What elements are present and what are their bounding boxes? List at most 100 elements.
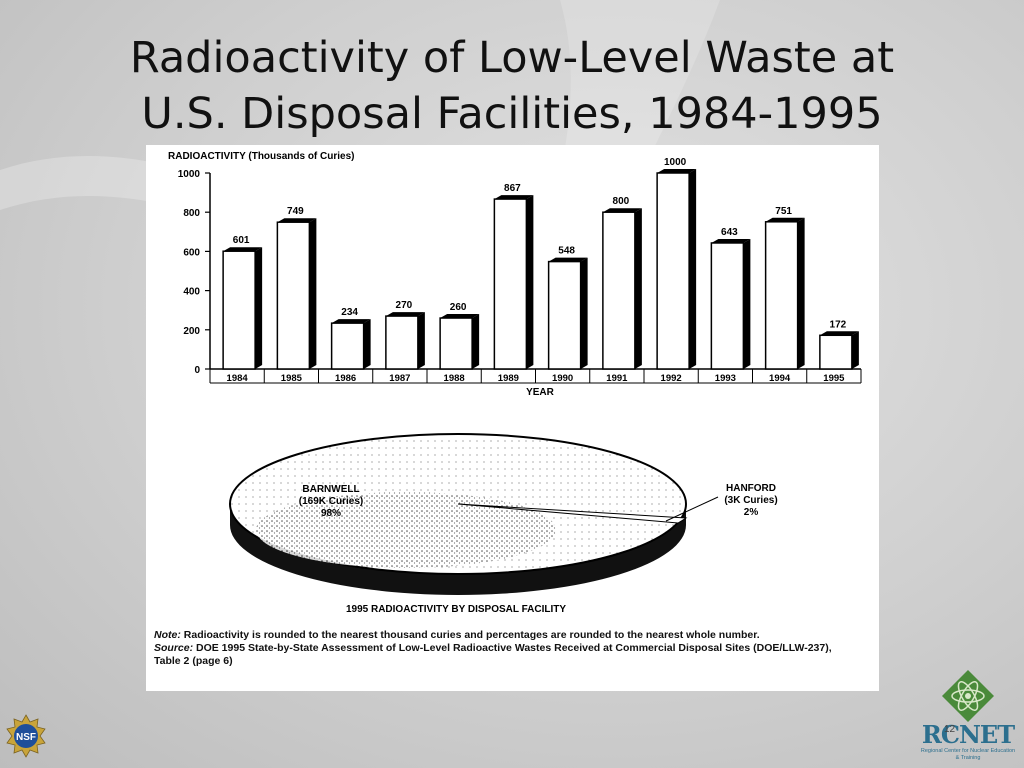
bar-value-label-1995: 172	[830, 319, 847, 330]
x-tick-label-1985: 1985	[281, 373, 303, 384]
bar-value-label-1985: 749	[287, 206, 304, 217]
bar-top-1988	[440, 314, 480, 319]
slide-title-line-2: U.S. Disposal Facilities, 1984-1995	[141, 89, 883, 139]
bar-shadow-1989	[526, 195, 534, 369]
bar-value-label-1986: 234	[341, 307, 358, 318]
footnote: Note: Radioactivity is rounded to the ne…	[154, 629, 844, 668]
bar-top-1987	[385, 312, 425, 317]
source-label: Source:	[154, 642, 194, 654]
bar-value-label-1992: 1000	[664, 157, 687, 168]
x-tick-label-1992: 1992	[661, 373, 682, 384]
y-tick-label: 1000	[178, 169, 201, 180]
bar-value-label-1991: 800	[613, 196, 630, 207]
slide-number: 12	[944, 724, 956, 735]
bar-shadow-1984	[255, 247, 263, 369]
barnwell-percent: 98%	[321, 508, 341, 519]
bar-1995	[819, 334, 853, 370]
x-tick-label-1986: 1986	[335, 373, 356, 384]
note-text: Radioactivity is rounded to the nearest …	[183, 629, 760, 641]
scanned-figure: RADIOACTIVITY (Thousands of Curies) 0 200…	[146, 145, 879, 691]
x-tick-label-1988: 1988	[444, 373, 465, 384]
bar-shadow-1988	[472, 314, 480, 369]
bar-top-1986	[331, 319, 371, 324]
bar-1992	[656, 172, 690, 370]
y-axis-label: RADIOACTIVITY (Thousands of Curies)	[168, 151, 355, 162]
pie-chart	[229, 433, 719, 595]
bar-value-label-1988: 260	[450, 302, 467, 313]
bar-top-1990	[548, 257, 588, 262]
bar-shadow-1992	[689, 169, 697, 369]
note-line: Note: Radioactivity is rounded to the ne…	[154, 629, 844, 642]
x-tick-label-1995: 1995	[823, 373, 845, 384]
barnwell-label: BARNWELL	[302, 484, 359, 495]
bar-top-1993	[711, 238, 751, 243]
bar-1985	[276, 221, 311, 370]
bar-1987	[385, 315, 419, 370]
x-tick-label-1984: 1984	[227, 373, 249, 384]
nsf-logo-text: NSF	[16, 732, 36, 743]
bar-1994	[764, 221, 799, 370]
rcnet-logo: RCNET Regional Center for Nuclear Educat…	[920, 668, 1016, 764]
bar-value-label-1994: 751	[775, 206, 792, 217]
bar-1991	[602, 211, 636, 370]
bar-shadow-1994	[797, 217, 805, 369]
y-tick-label: 600	[183, 247, 200, 258]
rcnet-subtitle: Regional Center for Nuclear Education & …	[920, 748, 1016, 761]
source-text: DOE 1995 State-by-State Assessment of Lo…	[154, 642, 832, 667]
bar-top-1994	[765, 217, 805, 222]
bar-1988	[439, 317, 473, 370]
nsf-logo: NSF	[6, 714, 46, 758]
barnwell-detail: (169K Curies)	[299, 496, 363, 507]
y-tick-label: 200	[183, 326, 200, 337]
source-line: Source: DOE 1995 State-by-State Assessme…	[154, 642, 844, 668]
bar-value-label-1993: 643	[721, 227, 738, 238]
pie-side	[230, 504, 686, 595]
bar-value-label-1984: 601	[233, 235, 250, 246]
pie-chart-title: 1995 RADIOACTIVITY BY DISPOSAL FACILITY	[346, 604, 566, 615]
x-tick-label-1991: 1991	[606, 373, 628, 384]
y-tick-label: 0	[194, 365, 200, 376]
figure-svg: RADIOACTIVITY (Thousands of Curies) 0 200…	[168, 151, 862, 615]
bar-top-1991	[602, 208, 642, 213]
slide-title: Radioactivity of Low-Level Waste at U.S.…	[60, 30, 964, 142]
x-axis-label: YEAR	[526, 387, 555, 398]
hanford-percent: 2%	[744, 507, 759, 518]
bar-top-1989	[494, 195, 534, 200]
hanford-label: HANFORD	[726, 483, 776, 494]
bar-shadow-1993	[743, 238, 751, 369]
bar-top-1984	[223, 247, 263, 252]
bar-top-1992	[657, 169, 697, 173]
nsf-seal-icon: NSF	[6, 714, 46, 758]
bar-1993	[710, 242, 745, 370]
bar-top-1995	[819, 331, 859, 336]
bar-1989	[493, 198, 528, 370]
hanford-leader-line	[665, 496, 719, 522]
x-tick-label-1990: 1990	[552, 373, 573, 384]
bar-1984	[222, 250, 256, 370]
bar-shadow-1986	[363, 319, 371, 369]
pie-slice-hanford	[457, 503, 688, 524]
bar-shadow-1995	[851, 331, 859, 369]
bar-value-label-1987: 270	[396, 300, 413, 311]
bar-1986	[330, 322, 365, 370]
rcnet-wordmark: RCNET	[921, 720, 1015, 749]
note-label: Note:	[154, 629, 181, 641]
hanford-detail: (3K Curies)	[724, 495, 777, 506]
x-tick-label-1989: 1989	[498, 373, 519, 384]
atom-icon	[942, 670, 994, 722]
bar-value-label-1990: 548	[558, 246, 575, 257]
y-tick-label: 400	[183, 287, 200, 298]
bar-value-label-1989: 867	[504, 183, 521, 194]
pie-slice-barnwell-shading	[256, 492, 556, 568]
x-tick-label-1994: 1994	[769, 373, 791, 384]
y-tick-label: 800	[183, 208, 200, 219]
bar-shadow-1991	[634, 208, 642, 369]
x-tick-label-1993: 1993	[715, 373, 736, 384]
x-tick-label-1987: 1987	[389, 373, 410, 384]
bar-top-1985	[277, 218, 317, 223]
bar-shadow-1987	[417, 312, 425, 369]
slide-title-line-1: Radioactivity of Low-Level Waste at	[129, 33, 895, 83]
bar-1990	[547, 260, 582, 370]
bar-shadow-1985	[309, 218, 317, 369]
bar-shadow-1990	[580, 257, 588, 369]
